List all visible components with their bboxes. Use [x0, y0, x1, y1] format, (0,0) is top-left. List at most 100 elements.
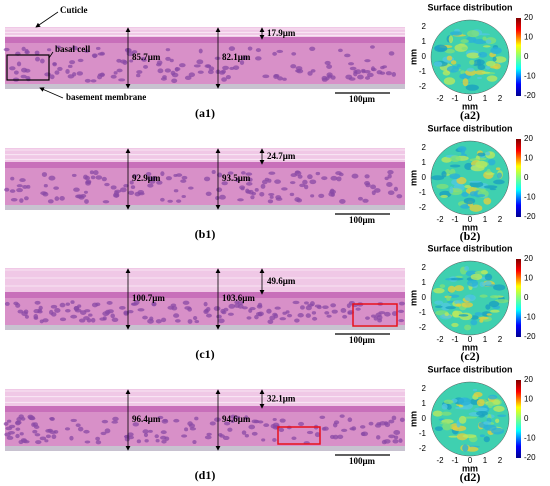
cell-nucleus	[100, 431, 107, 436]
cell-nucleus	[256, 304, 263, 309]
cell-nucleus	[251, 419, 259, 424]
surface-patch	[487, 158, 496, 166]
cell-nucleus	[221, 77, 227, 82]
cell-nucleus	[65, 69, 70, 74]
colorbar-tick-label: -10	[524, 434, 536, 443]
cell-nucleus	[194, 319, 200, 324]
surface-patch	[452, 425, 467, 432]
surface-patch	[479, 281, 486, 287]
cell-nucleus	[276, 49, 284, 53]
x-tick-label: 2	[498, 335, 503, 344]
surface-patch	[446, 55, 453, 61]
cell-nucleus	[244, 434, 249, 438]
cell-nucleus	[84, 309, 91, 313]
cell-nucleus	[247, 46, 253, 51]
cell-nucleus	[149, 179, 156, 184]
cell-nucleus	[321, 426, 327, 431]
cell-nucleus	[330, 188, 335, 194]
cell-nucleus	[393, 186, 399, 192]
cell-nucleus	[307, 71, 313, 76]
annotation-pointer	[39, 87, 64, 99]
surface-patch	[467, 279, 479, 287]
surface-patch	[470, 319, 478, 326]
colorbar-tick-label: 0	[524, 173, 529, 182]
cell-nucleus	[273, 74, 280, 78]
cell-nucleus	[388, 419, 395, 424]
cell-nucleus	[398, 438, 403, 443]
cell-nucleus	[39, 436, 47, 441]
cell-nucleus	[83, 316, 90, 320]
surface-patch	[475, 160, 488, 169]
y-axis-label: mm	[408, 49, 418, 65]
cell-nucleus	[391, 72, 397, 77]
surface-patch	[496, 172, 503, 179]
cell-nucleus	[34, 300, 41, 305]
surface-patch	[441, 411, 452, 416]
scale-bar-label: 100μm	[349, 456, 376, 466]
cell-nucleus	[196, 59, 204, 65]
cell-nucleus	[268, 171, 276, 175]
cell-nucleus	[241, 430, 247, 435]
cell-nucleus	[78, 318, 86, 323]
surface-patch	[441, 156, 452, 163]
cell-nucleus	[326, 314, 332, 318]
map-title: Surface distribution	[427, 243, 512, 253]
map-title: Surface distribution	[427, 364, 512, 374]
cell-nucleus	[333, 420, 340, 425]
cell-nucleus	[278, 427, 285, 433]
colorbar	[516, 18, 521, 96]
cell-nucleus	[171, 72, 179, 78]
map-outline	[430, 260, 510, 336]
surface-patch	[486, 75, 498, 82]
cell-nucleus	[6, 435, 14, 440]
colorbar-tick-label: 10	[524, 154, 533, 163]
surface-patch	[493, 284, 506, 291]
cell-nucleus	[387, 174, 392, 179]
cell-nucleus	[110, 185, 117, 190]
colorbar-tick-label: 20	[524, 254, 533, 263]
surface-patch	[485, 304, 491, 310]
surface-patch	[484, 273, 493, 281]
cell-nucleus	[204, 64, 211, 68]
cell-nucleus	[366, 72, 374, 78]
surface-patch	[495, 418, 500, 424]
cell-nucleus	[219, 434, 225, 438]
cell-nucleus	[318, 193, 325, 198]
cell-nucleus	[214, 417, 221, 422]
x-axis-label: mm	[462, 463, 478, 473]
cell-nucleus	[54, 308, 61, 313]
cell-nucleus	[257, 420, 264, 424]
cell-nucleus	[157, 68, 164, 74]
cell-nucleus	[174, 67, 181, 71]
cell-nucleus	[136, 439, 142, 444]
colorbar-tick-label: -10	[524, 72, 536, 81]
cell-nucleus	[104, 309, 111, 315]
cell-nucleus	[365, 316, 370, 320]
cell-nucleus	[255, 56, 262, 61]
surface-patch	[461, 191, 469, 197]
cell-nucleus	[227, 312, 234, 316]
cell-nucleus	[305, 313, 311, 318]
cell-nucleus	[22, 185, 28, 189]
cell-nucleus	[145, 171, 152, 177]
cell-nucleus	[224, 421, 231, 426]
cell-nucleus	[204, 435, 212, 440]
cell-nucleus	[327, 74, 333, 79]
cell-nucleus	[180, 179, 187, 183]
colorbar-tick-label: 20	[524, 134, 533, 143]
surface-patch	[473, 392, 483, 398]
cell-nucleus	[19, 432, 24, 436]
cell-nucleus	[203, 301, 208, 307]
cell-nucleus	[70, 418, 77, 423]
scale-bar-label: 100μm	[349, 335, 376, 345]
cell-nucleus	[393, 430, 401, 435]
granular-layer	[5, 292, 405, 298]
surface-patch	[485, 39, 492, 44]
x-tick-label: 0	[468, 94, 473, 103]
cell-nucleus	[198, 48, 203, 54]
surface-patch	[462, 78, 469, 87]
cell-nucleus	[312, 316, 318, 321]
cell-nucleus	[314, 304, 322, 308]
x-tick-label: 2	[498, 456, 503, 465]
cell-nucleus	[235, 177, 241, 183]
